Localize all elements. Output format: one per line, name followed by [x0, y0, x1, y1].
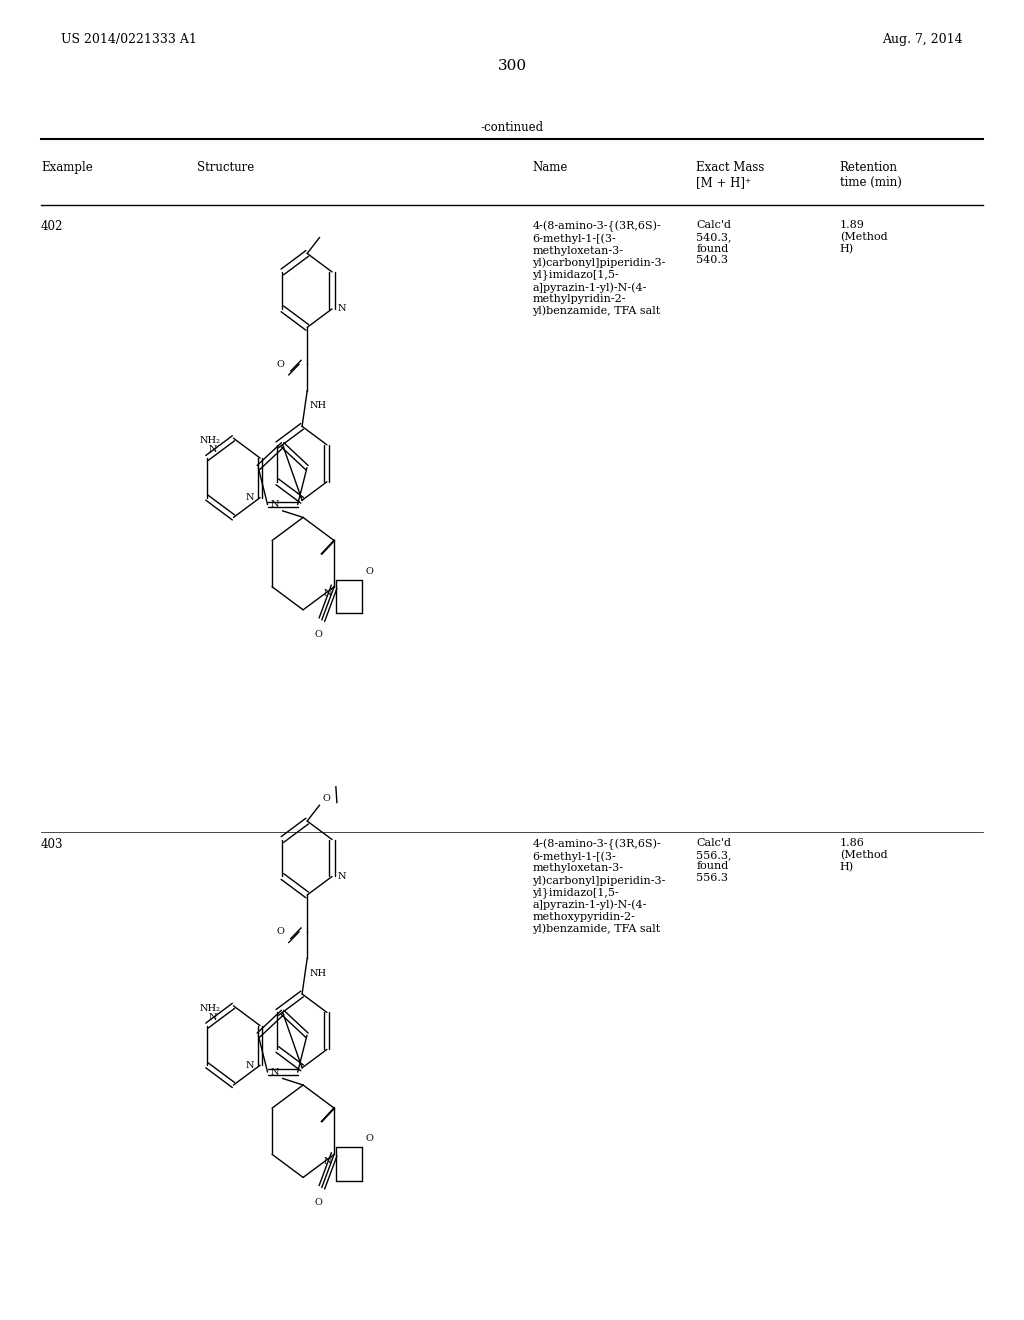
Text: 4-(8-amino-3-{(3R,6S)-
6-methyl-1-[(3-
methyloxetan-3-
yl)carbonyl]piperidin-3-
: 4-(8-amino-3-{(3R,6S)- 6-methyl-1-[(3- m… [532, 838, 666, 935]
Text: Structure: Structure [197, 161, 254, 174]
Text: Calc'd
556.3,
found
556.3: Calc'd 556.3, found 556.3 [696, 838, 732, 883]
Text: O: O [366, 1134, 373, 1143]
Text: 1.89
(Method
H): 1.89 (Method H) [840, 220, 888, 255]
Text: 402: 402 [41, 220, 63, 234]
Text: O: O [314, 631, 323, 639]
Text: N: N [337, 305, 346, 313]
Text: Exact Mass
[M + H]⁺: Exact Mass [M + H]⁺ [696, 161, 765, 189]
Text: N: N [246, 1061, 254, 1069]
Text: O: O [314, 1199, 323, 1206]
Text: N: N [209, 1012, 217, 1022]
Text: O: O [276, 928, 285, 936]
Text: Aug. 7, 2014: Aug. 7, 2014 [882, 33, 963, 46]
Text: US 2014/0221333 A1: US 2014/0221333 A1 [61, 33, 198, 46]
Text: Example: Example [41, 161, 93, 174]
Text: O: O [276, 360, 285, 368]
Text: NH: NH [309, 401, 327, 411]
Text: 4-(8-amino-3-{(3R,6S)-
6-methyl-1-[(3-
methyloxetan-3-
yl)carbonyl]piperidin-3-
: 4-(8-amino-3-{(3R,6S)- 6-methyl-1-[(3- m… [532, 220, 666, 317]
Text: N: N [270, 1068, 280, 1077]
Text: N: N [209, 445, 217, 454]
Text: NH: NH [309, 969, 327, 978]
Text: Calc'd
540.3,
found
540.3: Calc'd 540.3, found 540.3 [696, 220, 732, 265]
Text: N: N [324, 590, 332, 598]
Text: 300: 300 [498, 59, 526, 74]
Text: 1.86
(Method
H): 1.86 (Method H) [840, 838, 888, 873]
Text: Retention
time (min): Retention time (min) [840, 161, 901, 189]
Text: -continued: -continued [480, 121, 544, 135]
Text: NH₂: NH₂ [200, 1005, 220, 1012]
Text: Name: Name [532, 161, 568, 174]
Text: O: O [323, 793, 331, 803]
Text: NH₂: NH₂ [200, 437, 220, 445]
Text: N: N [337, 873, 346, 880]
Text: O: O [366, 566, 373, 576]
Text: N: N [246, 494, 254, 502]
Text: N: N [270, 500, 280, 510]
Text: 403: 403 [41, 838, 63, 851]
Text: N: N [324, 1156, 332, 1166]
